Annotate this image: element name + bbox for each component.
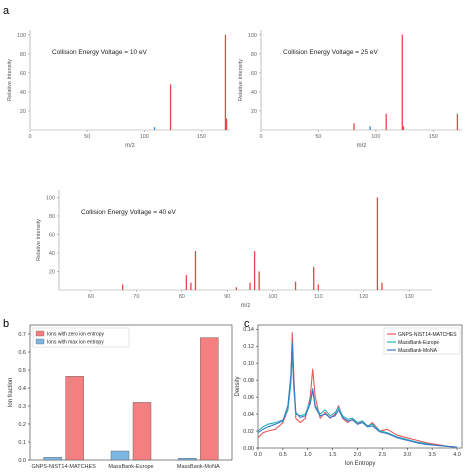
y-axis-label: Density	[235, 376, 241, 396]
y-tick-label: 100	[17, 33, 26, 39]
y-tick-label: 0.08	[243, 378, 254, 384]
x-tick-label: 150	[429, 134, 438, 140]
x-tick-label: 1.5	[329, 452, 337, 458]
y-tick-label: 40	[251, 90, 257, 96]
legend-label: MassBank-Europe	[398, 340, 439, 346]
legend-label: GNPS-NIST14-MATCHES	[398, 332, 457, 338]
y-tick-label: 80	[20, 52, 26, 58]
y-tick-label: 0.14	[243, 327, 254, 333]
y-tick-label: 60	[20, 71, 26, 77]
x-tick-label: 2.5	[379, 452, 387, 458]
y-tick-label: 0.00	[243, 446, 254, 452]
y-tick-label: 0.12	[243, 344, 254, 350]
x-tick-label: 0.5	[279, 452, 287, 458]
bar-zero-entropy	[65, 376, 84, 461]
y-tick-label: 20	[251, 109, 257, 115]
y-tick-label: 0.1	[18, 440, 26, 446]
panel-label-b: b	[3, 318, 9, 330]
x-tick-label: 50	[84, 134, 90, 140]
legend-swatch	[35, 330, 45, 337]
y-tick-label: 80	[49, 214, 55, 220]
y-axis-label: Relative Intensity	[7, 59, 13, 101]
legend-label: Ions with zero ion entropy	[47, 332, 104, 338]
y-tick-label: 0.6	[18, 350, 26, 356]
category-label: GNPS-NIST14-MATCHES	[31, 464, 96, 470]
legend-label: MassBank-MoNA	[398, 348, 438, 354]
x-tick-label: 3.5	[428, 452, 436, 458]
y-tick-label: 0.10	[243, 361, 254, 367]
x-tick-label: 130	[405, 294, 414, 300]
x-tick-label: 4.0	[453, 452, 461, 458]
x-tick-label: 150	[197, 134, 206, 140]
legend-swatch	[35, 338, 45, 345]
category-label: MassBank-MoNA	[177, 464, 220, 470]
x-tick-label: 0	[28, 134, 31, 140]
y-tick-label: 0.04	[243, 412, 254, 418]
x-axis-label: m/z	[125, 143, 135, 149]
y-tick-label: 60	[251, 71, 257, 77]
y-axis-label: Relative Intensity	[36, 219, 42, 261]
legend-box	[383, 327, 461, 355]
bar-max-entropy	[178, 458, 197, 461]
x-tick-label: 1.0	[304, 452, 312, 458]
x-tick-label: 0	[259, 134, 262, 140]
bar-max-entropy	[110, 450, 130, 461]
x-tick-label: 100	[140, 134, 149, 140]
bar-zero-entropy	[132, 402, 152, 461]
panel-label-a: a	[3, 5, 10, 17]
y-tick-label: 0.3	[18, 404, 26, 410]
y-axis-label: Ion fraction	[8, 378, 14, 408]
y-tick-label: 60	[49, 232, 55, 238]
x-tick-label: 80	[179, 294, 185, 300]
x-tick-label: 100	[268, 294, 277, 300]
density-line	[257, 352, 458, 448]
panel-label-c: c	[244, 318, 250, 330]
y-tick-label: 100	[46, 195, 55, 201]
y-tick-label: 40	[20, 90, 26, 96]
x-tick-label: 3.0	[403, 452, 411, 458]
x-axis-label: m/z	[357, 143, 367, 149]
y-tick-label: 0.5	[18, 368, 26, 374]
legend-label: Ions with max ion entropy	[47, 340, 104, 346]
plot-frame	[257, 324, 463, 449]
annotation: Collision Energy Voltage = 10 eV	[52, 49, 148, 56]
category-label: MassBank-Europe	[108, 464, 153, 470]
y-tick-label: 80	[251, 52, 257, 58]
x-tick-label: 60	[88, 294, 94, 300]
x-tick-label: 90	[224, 294, 230, 300]
y-tick-label: 0.06	[243, 395, 254, 401]
y-tick-label: 0.7	[18, 332, 26, 338]
x-axis-label: Ion Entropy	[345, 461, 376, 467]
plot-frame	[29, 324, 233, 461]
x-tick-label: 2.0	[354, 452, 362, 458]
x-tick-label: 120	[359, 294, 368, 300]
y-tick-label: 100	[248, 33, 257, 39]
y-tick-label: 40	[49, 251, 55, 257]
y-tick-label: 20	[49, 269, 55, 275]
x-tick-label: 50	[315, 134, 321, 140]
annotation: Collision Energy Voltage = 40 eV	[81, 209, 177, 216]
legend-box	[32, 327, 130, 348]
bar-zero-entropy	[200, 337, 219, 461]
y-tick-label: 20	[20, 109, 26, 115]
x-tick-label: 100	[371, 134, 380, 140]
x-tick-label: 110	[314, 294, 323, 300]
annotation: Collision Energy Voltage = 25 eV	[283, 49, 379, 56]
x-tick-label: 0.0	[254, 452, 262, 458]
y-axis-label: Relative Intensity	[238, 59, 244, 101]
y-tick-label: 0.02	[243, 429, 254, 435]
y-tick-label: 0.4	[18, 386, 26, 392]
y-tick-label: 0.0	[18, 458, 26, 464]
bar-max-entropy	[43, 457, 62, 461]
density-line	[257, 342, 458, 448]
x-axis-label: m/z	[241, 303, 251, 309]
x-tick-label: 70	[133, 294, 139, 300]
y-tick-label: 0.2	[18, 422, 26, 428]
